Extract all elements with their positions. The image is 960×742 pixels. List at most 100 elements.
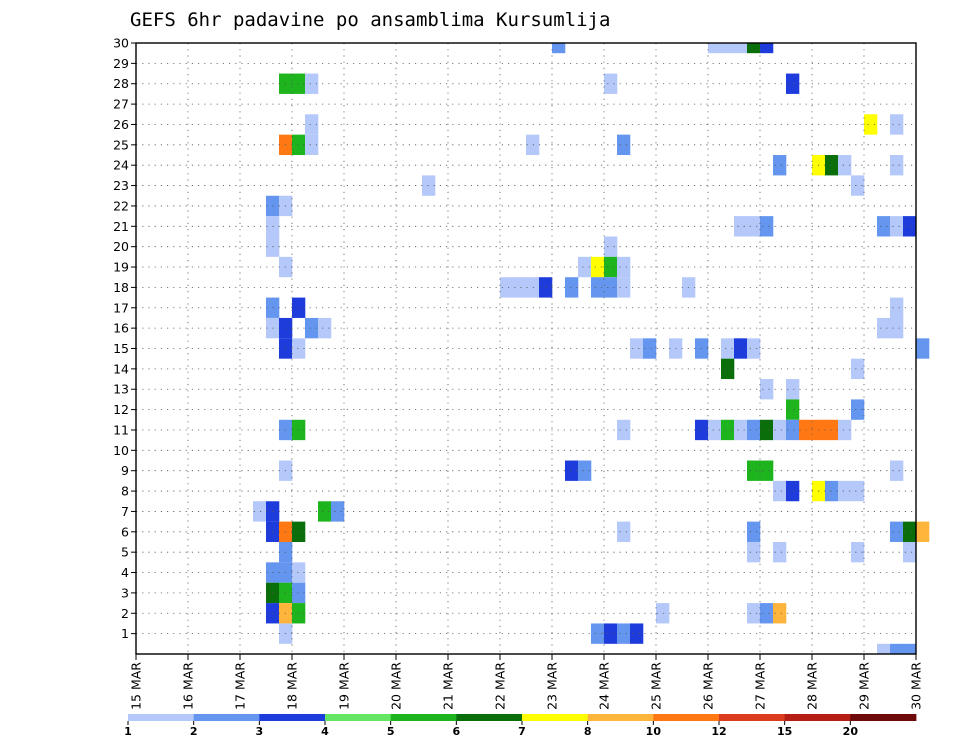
- y-tick-label: 11: [113, 422, 129, 437]
- heatmap-cell: [825, 155, 839, 176]
- heatmap-cell: [825, 419, 839, 441]
- heatmap-cell: [760, 419, 774, 441]
- y-tick-label: 22: [113, 198, 129, 213]
- heatmap-cell: [552, 43, 566, 54]
- heatmap-cell: [695, 419, 709, 441]
- legend-label: 15: [777, 725, 792, 738]
- heatmap-cell: [786, 480, 800, 502]
- heatmap-cell: [305, 73, 319, 94]
- heatmap-cell: [604, 277, 618, 298]
- heatmap-cell: [734, 338, 748, 359]
- heatmap-cell: [253, 501, 267, 522]
- legend-label: 4: [321, 725, 329, 738]
- heatmap-cell: [916, 338, 930, 359]
- heatmap-cell: [292, 521, 306, 542]
- x-axis: 15 MAR 16 MAR 17 MAR 18 MAR 19 MAR 20 MAR 21 M…: [129, 654, 924, 710]
- heatmap-cell: [851, 399, 865, 420]
- heatmap-cell: [604, 73, 618, 94]
- x-tick-label: 22 MAR: [493, 662, 508, 710]
- heatmap-cell: [604, 256, 618, 278]
- x-tick-label: 29 MAR: [857, 662, 872, 710]
- heatmap-cell: [773, 603, 787, 624]
- heatmap-cell: [773, 541, 787, 563]
- heatmap-cell: [721, 43, 735, 54]
- heatmap-cell: [747, 460, 761, 481]
- y-tick-label: 19: [113, 260, 129, 275]
- heatmap-cell: [292, 419, 306, 441]
- heatmap-cell: [617, 134, 631, 156]
- heatmap-cell: [422, 175, 436, 196]
- legend-label: 2: [190, 725, 198, 738]
- heatmap-cell: [786, 399, 800, 420]
- heatmap-cell: [760, 603, 774, 624]
- heatmap-cell: [890, 297, 904, 318]
- heatmap-cell: [773, 155, 787, 176]
- heatmap-cell: [903, 541, 917, 563]
- heatmap-cell: [864, 114, 878, 135]
- y-tick-label: 3: [121, 585, 129, 600]
- heatmap-cell: [617, 419, 631, 441]
- y-tick-label: 18: [113, 280, 129, 295]
- heatmap-cell: [851, 175, 865, 196]
- heatmap-cell: [747, 419, 761, 441]
- heatmap-cell: [786, 419, 800, 441]
- heatmap-cell: [500, 277, 514, 298]
- legend-swatch: [850, 714, 917, 721]
- x-tick-label: 17 MAR: [233, 662, 248, 710]
- y-tick-label: 28: [113, 76, 129, 91]
- heatmap-cell: [838, 480, 852, 502]
- legend-swatch: [653, 714, 720, 721]
- heatmap-cell: [747, 603, 761, 624]
- heatmap-cell: [617, 277, 631, 298]
- heatmap-cell: [604, 236, 618, 257]
- legend-label: 1: [124, 725, 132, 738]
- x-tick-label: 15 MAR: [129, 662, 144, 710]
- y-tick-label: 26: [113, 117, 129, 132]
- x-tick-label: 27 MAR: [753, 662, 768, 710]
- legend-label: 3: [256, 725, 264, 738]
- heatmap-cell: [292, 603, 306, 624]
- heatmap-cell: [903, 216, 917, 237]
- heatmap-cell: [617, 521, 631, 542]
- legend-swatch: [325, 714, 392, 721]
- legend-label: 10: [646, 725, 662, 738]
- x-tick-label: 20 MAR: [389, 662, 404, 710]
- heatmap-cell: [747, 541, 761, 563]
- heatmap-cell: [734, 43, 748, 54]
- y-tick-label: 7: [121, 504, 129, 519]
- heatmap-cell: [513, 277, 527, 298]
- heatmap-cell: [630, 338, 644, 359]
- heatmap-cell: [903, 643, 917, 654]
- heatmap-cell: [331, 501, 345, 522]
- heatmap-cells: [253, 43, 930, 654]
- y-axis: 1234567891011121314151617181920212223242…: [113, 36, 136, 641]
- legend-swatch: [456, 714, 523, 721]
- heatmap-cell: [565, 460, 579, 481]
- x-tick-label: 16 MAR: [181, 662, 196, 710]
- heatmap-cell: [760, 379, 774, 400]
- heatmap-cell: [318, 501, 332, 522]
- heatmap-cell: [292, 134, 306, 156]
- heatmap-cell: [305, 114, 319, 135]
- grid-lines: [136, 43, 916, 654]
- heatmap-cell: [708, 43, 722, 54]
- heatmap-cell: [292, 297, 306, 318]
- legend-swatch: [784, 714, 851, 721]
- legend-label: 20: [843, 725, 859, 738]
- x-tick-label: 23 MAR: [545, 662, 560, 710]
- y-tick-label: 20: [113, 239, 129, 254]
- heatmap-cell: [591, 623, 605, 644]
- legend-swatch: [193, 714, 260, 721]
- y-tick-label: 8: [121, 484, 129, 499]
- y-tick-label: 23: [113, 178, 129, 193]
- y-tick-label: 30: [113, 36, 129, 51]
- y-tick-label: 25: [113, 137, 129, 152]
- heatmap-cell: [617, 623, 631, 644]
- heatmap-cell: [890, 114, 904, 135]
- color-legend: 1 2 3 4 5 6 7 8 10 12 15 20: [124, 714, 917, 738]
- heatmap-cell: [656, 603, 670, 624]
- legend-label: 5: [387, 725, 395, 738]
- y-tick-label: 16: [113, 321, 129, 336]
- heatmap-cell: [760, 216, 774, 237]
